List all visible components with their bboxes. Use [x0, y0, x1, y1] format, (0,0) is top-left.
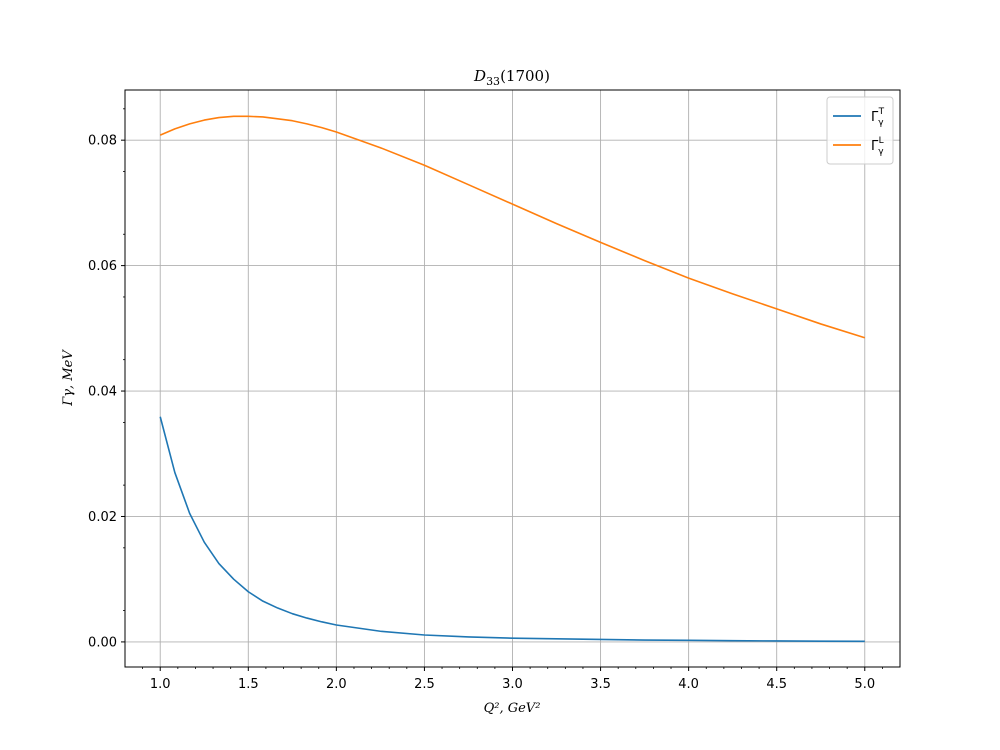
x-tick-label: 4.5 — [766, 677, 787, 692]
ticks: 1.0 1.5 2.0 2.5 3.0 3.5 4.0 4.5 5.0 0.00 0.02 0.04 0… — [88, 108, 883, 692]
legend-label-sub: γ — [878, 118, 884, 128]
x-tick-label: 2.0 — [326, 677, 347, 692]
x-tick-label: 1.5 — [238, 677, 259, 692]
y-tick-label: 0.00 — [88, 635, 117, 650]
x-tick-label: 1.0 — [150, 677, 171, 692]
title-rest: (1700) — [500, 67, 550, 85]
y-axis-label: Γγ, MeV — [61, 349, 76, 407]
legend-box — [826, 96, 894, 165]
y-tick-label: 0.06 — [88, 259, 117, 274]
x-tick-label: 2.5 — [414, 677, 435, 692]
legend-label-gamma-l: ΓγL — [871, 136, 884, 157]
chart-title: D33(1700) — [473, 67, 550, 88]
series-line-gamma-l — [159, 115, 866, 339]
legend-label-main: Γ — [871, 110, 879, 125]
legend-label-sup: T — [878, 107, 885, 117]
x-axis-label: Q², GeV² — [484, 701, 541, 716]
legend-label-sub: γ — [878, 147, 884, 157]
x-tick-label: 5.0 — [854, 677, 875, 692]
grid — [125, 90, 900, 667]
legend-label-main: Γ — [871, 139, 879, 154]
x-tick-label: 3.0 — [502, 677, 523, 692]
x-tick-label: 3.5 — [590, 677, 611, 692]
y-tick-label: 0.04 — [88, 385, 117, 400]
title-sub: 33 — [486, 75, 500, 88]
y-tick-label: 0.02 — [88, 510, 117, 525]
series-line-gamma-t — [159, 416, 865, 643]
legend-label-sup: L — [879, 136, 884, 146]
x-tick-label: 4.0 — [678, 677, 699, 692]
title-main: D — [473, 67, 486, 85]
y-tick-label: 0.08 — [88, 134, 117, 149]
series-group — [159, 115, 866, 643]
legend-label-gamma-t: ΓγT — [871, 107, 885, 128]
